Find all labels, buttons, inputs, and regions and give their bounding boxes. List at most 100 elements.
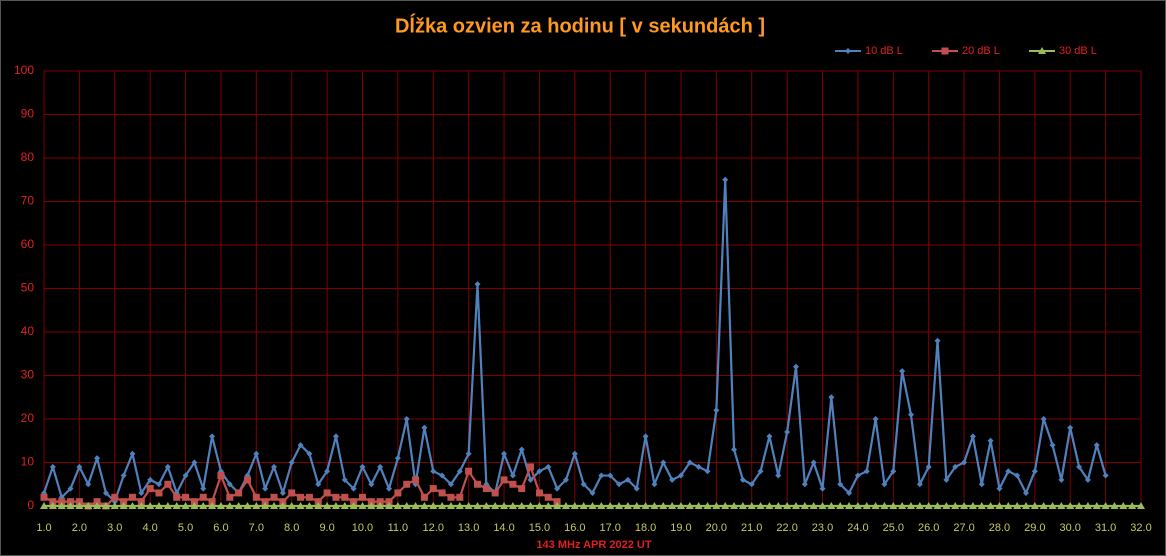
marker	[535, 489, 543, 497]
marker	[995, 502, 1004, 509]
marker	[465, 450, 472, 457]
marker	[76, 463, 83, 470]
marker	[394, 489, 402, 497]
marker	[943, 476, 950, 483]
y-tick-label: 10	[21, 455, 35, 469]
marker	[137, 498, 145, 506]
marker	[49, 463, 56, 470]
marker	[420, 502, 429, 509]
marker	[271, 463, 278, 470]
marker	[951, 502, 960, 509]
marker	[58, 498, 66, 506]
marker	[455, 502, 464, 509]
marker	[881, 481, 888, 488]
marker	[411, 502, 420, 509]
marker	[677, 472, 684, 479]
marker	[704, 468, 711, 475]
marker	[606, 502, 615, 509]
marker	[623, 502, 632, 509]
marker	[517, 502, 526, 509]
marker	[722, 176, 729, 183]
marker	[332, 493, 340, 501]
legend-marker	[941, 47, 949, 55]
marker	[615, 502, 624, 509]
marker	[393, 502, 402, 509]
marker	[85, 481, 92, 488]
x-tick-label: 13.0	[458, 522, 479, 534]
marker	[446, 502, 455, 509]
marker	[509, 472, 516, 479]
marker	[358, 493, 366, 501]
x-tick-label: 20.0	[706, 522, 727, 534]
x-tick-label: 21.0	[741, 522, 762, 534]
marker	[102, 489, 109, 496]
marker	[1013, 502, 1022, 509]
x-tick-label: 30.0	[1060, 522, 1081, 534]
x-tick-label: 12.0	[423, 522, 444, 534]
marker	[377, 463, 384, 470]
x-tick-label: 6.0	[213, 522, 228, 534]
marker	[880, 502, 889, 509]
x-tick-label: 15.0	[529, 522, 550, 534]
marker	[748, 481, 755, 488]
marker	[57, 502, 66, 509]
marker	[403, 480, 411, 488]
x-tick-label: 32.0	[1130, 522, 1151, 534]
x-tick-label: 10.0	[352, 522, 373, 534]
marker	[447, 493, 455, 501]
marker	[235, 489, 243, 497]
marker	[1084, 476, 1091, 483]
marker	[784, 429, 791, 436]
marker	[350, 485, 357, 492]
marker	[155, 489, 163, 497]
marker	[775, 472, 782, 479]
marker	[473, 480, 481, 488]
marker	[889, 502, 898, 509]
marker	[703, 502, 712, 509]
marker	[138, 489, 145, 496]
marker	[270, 493, 278, 501]
marker	[598, 472, 605, 479]
marker	[101, 502, 110, 509]
marker	[1101, 502, 1110, 509]
marker	[358, 502, 367, 509]
marker	[731, 446, 738, 453]
marker	[757, 468, 764, 475]
y-tick-label: 50	[21, 281, 35, 295]
marker	[1066, 502, 1075, 509]
marker	[137, 502, 146, 509]
marker	[500, 476, 508, 484]
legend-label: 20 dB L	[962, 45, 1000, 57]
marker	[968, 502, 977, 509]
marker	[828, 394, 835, 401]
marker	[288, 459, 295, 466]
marker	[554, 485, 561, 492]
marker	[544, 493, 552, 501]
x-tick-label: 5.0	[178, 522, 193, 534]
marker	[915, 502, 924, 509]
marker	[906, 502, 915, 509]
marker	[730, 502, 739, 509]
marker	[607, 472, 614, 479]
marker	[1004, 502, 1013, 509]
x-tick-label: 27.0	[953, 522, 974, 534]
marker	[766, 433, 773, 440]
marker	[800, 502, 809, 509]
marker	[686, 459, 693, 466]
marker	[1076, 463, 1083, 470]
marker	[225, 502, 234, 509]
chart-title: Dĺžka ozvien za hodinu [ v sekundách ]	[395, 13, 765, 37]
marker	[128, 493, 136, 501]
marker	[783, 502, 792, 509]
marker	[597, 502, 606, 509]
marker	[190, 502, 199, 509]
y-tick-label: 20	[21, 411, 35, 425]
marker	[182, 472, 189, 479]
marker	[48, 502, 57, 509]
marker	[191, 459, 198, 466]
marker	[146, 502, 155, 509]
marker	[765, 502, 774, 509]
marker	[226, 493, 234, 501]
marker	[438, 489, 446, 497]
marker	[386, 485, 393, 492]
